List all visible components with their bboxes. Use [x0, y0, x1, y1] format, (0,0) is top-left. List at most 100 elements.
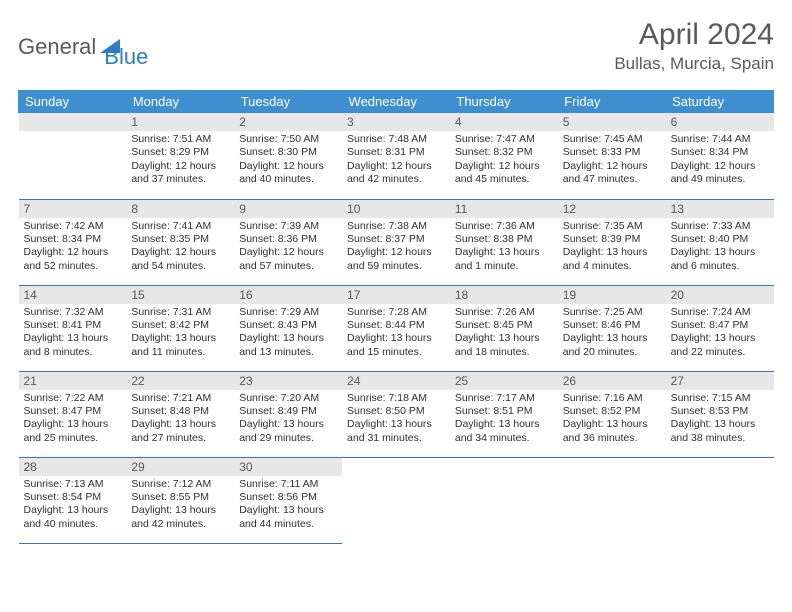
sunset-text: Sunset: 8:49 PM	[239, 405, 337, 418]
sunset-text: Sunset: 8:39 PM	[563, 233, 661, 246]
day-number: 21	[19, 372, 127, 390]
logo-text-part2: Blue	[104, 44, 148, 70]
sunset-text: Sunset: 8:30 PM	[239, 146, 337, 159]
calendar-cell: 9Sunrise: 7:39 AMSunset: 8:36 PMDaylight…	[234, 199, 342, 285]
calendar-cell: 4Sunrise: 7:47 AMSunset: 8:32 PMDaylight…	[450, 113, 558, 199]
calendar-cell: 29Sunrise: 7:12 AMSunset: 8:55 PMDayligh…	[126, 457, 234, 543]
sunrise-text: Sunrise: 7:28 AM	[347, 306, 445, 319]
day-details: Sunrise: 7:21 AMSunset: 8:48 PMDaylight:…	[126, 390, 234, 450]
sunset-text: Sunset: 8:47 PM	[24, 405, 122, 418]
calendar-row: 28Sunrise: 7:13 AMSunset: 8:54 PMDayligh…	[19, 457, 774, 543]
title-block: April 2024 Bullas, Murcia, Spain	[614, 18, 774, 74]
day-number: 26	[558, 372, 666, 390]
calendar-row: 1Sunrise: 7:51 AMSunset: 8:29 PMDaylight…	[19, 113, 774, 199]
day-number: 15	[126, 286, 234, 304]
day-details: Sunrise: 7:35 AMSunset: 8:39 PMDaylight:…	[558, 218, 666, 278]
day-number: 28	[19, 458, 127, 476]
day-number: 18	[450, 286, 558, 304]
location-subtitle: Bullas, Murcia, Spain	[614, 54, 774, 74]
day-details: Sunrise: 7:15 AMSunset: 8:53 PMDaylight:…	[666, 390, 774, 450]
daylight-text: Daylight: 12 hours and 49 minutes.	[671, 160, 769, 187]
calendar-row: 14Sunrise: 7:32 AMSunset: 8:41 PMDayligh…	[19, 285, 774, 371]
sunrise-text: Sunrise: 7:24 AM	[671, 306, 769, 319]
day-number: 27	[666, 372, 774, 390]
day-number: 8	[126, 200, 234, 218]
day-number: 30	[234, 458, 342, 476]
day-number: 20	[666, 286, 774, 304]
calendar-cell: 7Sunrise: 7:42 AMSunset: 8:34 PMDaylight…	[19, 199, 127, 285]
daylight-text: Daylight: 13 hours and 42 minutes.	[131, 504, 229, 531]
calendar-cell: 11Sunrise: 7:36 AMSunset: 8:38 PMDayligh…	[450, 199, 558, 285]
sunrise-text: Sunrise: 7:31 AM	[131, 306, 229, 319]
sunrise-text: Sunrise: 7:39 AM	[239, 220, 337, 233]
sunset-text: Sunset: 8:40 PM	[671, 233, 769, 246]
daylight-text: Daylight: 12 hours and 47 minutes.	[563, 160, 661, 187]
daylight-text: Daylight: 13 hours and 29 minutes.	[239, 418, 337, 445]
sunrise-text: Sunrise: 7:25 AM	[563, 306, 661, 319]
calendar-cell	[342, 457, 450, 543]
day-number: 12	[558, 200, 666, 218]
logo: General Blue	[18, 24, 148, 70]
day-number: 4	[450, 113, 558, 131]
day-details: Sunrise: 7:20 AMSunset: 8:49 PMDaylight:…	[234, 390, 342, 450]
sunrise-text: Sunrise: 7:26 AM	[455, 306, 553, 319]
logo-text-part1: General	[18, 34, 96, 60]
calendar-cell: 24Sunrise: 7:18 AMSunset: 8:50 PMDayligh…	[342, 371, 450, 457]
day-details: Sunrise: 7:12 AMSunset: 8:55 PMDaylight:…	[126, 476, 234, 536]
day-details: Sunrise: 7:28 AMSunset: 8:44 PMDaylight:…	[342, 304, 450, 364]
day-number	[19, 113, 127, 131]
day-header-row: Sunday Monday Tuesday Wednesday Thursday…	[19, 90, 774, 113]
daylight-text: Daylight: 13 hours and 38 minutes.	[671, 418, 769, 445]
calendar-cell: 28Sunrise: 7:13 AMSunset: 8:54 PMDayligh…	[19, 457, 127, 543]
day-details: Sunrise: 7:44 AMSunset: 8:34 PMDaylight:…	[666, 131, 774, 191]
day-header: Friday	[558, 90, 666, 113]
sunset-text: Sunset: 8:43 PM	[239, 319, 337, 332]
daylight-text: Daylight: 12 hours and 37 minutes.	[131, 160, 229, 187]
calendar-cell: 3Sunrise: 7:48 AMSunset: 8:31 PMDaylight…	[342, 113, 450, 199]
calendar-cell: 25Sunrise: 7:17 AMSunset: 8:51 PMDayligh…	[450, 371, 558, 457]
calendar-cell: 21Sunrise: 7:22 AMSunset: 8:47 PMDayligh…	[19, 371, 127, 457]
sunset-text: Sunset: 8:34 PM	[671, 146, 769, 159]
calendar-cell: 20Sunrise: 7:24 AMSunset: 8:47 PMDayligh…	[666, 285, 774, 371]
day-details: Sunrise: 7:32 AMSunset: 8:41 PMDaylight:…	[19, 304, 127, 364]
day-number: 19	[558, 286, 666, 304]
day-number	[666, 458, 774, 476]
calendar-cell: 30Sunrise: 7:11 AMSunset: 8:56 PMDayligh…	[234, 457, 342, 543]
sunrise-text: Sunrise: 7:36 AM	[455, 220, 553, 233]
day-details: Sunrise: 7:51 AMSunset: 8:29 PMDaylight:…	[126, 131, 234, 191]
sunset-text: Sunset: 8:29 PM	[131, 146, 229, 159]
day-details: Sunrise: 7:45 AMSunset: 8:33 PMDaylight:…	[558, 131, 666, 191]
sunrise-text: Sunrise: 7:47 AM	[455, 133, 553, 146]
daylight-text: Daylight: 13 hours and 13 minutes.	[239, 332, 337, 359]
day-header: Saturday	[666, 90, 774, 113]
day-number: 3	[342, 113, 450, 131]
day-details: Sunrise: 7:13 AMSunset: 8:54 PMDaylight:…	[19, 476, 127, 536]
day-details: Sunrise: 7:47 AMSunset: 8:32 PMDaylight:…	[450, 131, 558, 191]
sunrise-text: Sunrise: 7:38 AM	[347, 220, 445, 233]
day-details: Sunrise: 7:11 AMSunset: 8:56 PMDaylight:…	[234, 476, 342, 536]
sunrise-text: Sunrise: 7:17 AM	[455, 392, 553, 405]
day-header: Sunday	[19, 90, 127, 113]
day-details: Sunrise: 7:16 AMSunset: 8:52 PMDaylight:…	[558, 390, 666, 450]
day-details: Sunrise: 7:29 AMSunset: 8:43 PMDaylight:…	[234, 304, 342, 364]
header: General Blue April 2024 Bullas, Murcia, …	[18, 18, 774, 74]
day-number: 6	[666, 113, 774, 131]
day-number: 5	[558, 113, 666, 131]
sunrise-text: Sunrise: 7:32 AM	[24, 306, 122, 319]
daylight-text: Daylight: 13 hours and 22 minutes.	[671, 332, 769, 359]
day-number: 11	[450, 200, 558, 218]
sunset-text: Sunset: 8:56 PM	[239, 491, 337, 504]
day-number: 10	[342, 200, 450, 218]
page-title: April 2024	[614, 18, 774, 52]
day-details: Sunrise: 7:25 AMSunset: 8:46 PMDaylight:…	[558, 304, 666, 364]
daylight-text: Daylight: 13 hours and 6 minutes.	[671, 246, 769, 273]
calendar-table: Sunday Monday Tuesday Wednesday Thursday…	[18, 90, 774, 544]
sunrise-text: Sunrise: 7:16 AM	[563, 392, 661, 405]
calendar-row: 21Sunrise: 7:22 AMSunset: 8:47 PMDayligh…	[19, 371, 774, 457]
daylight-text: Daylight: 13 hours and 1 minute.	[455, 246, 553, 273]
day-number	[558, 458, 666, 476]
daylight-text: Daylight: 13 hours and 4 minutes.	[563, 246, 661, 273]
sunset-text: Sunset: 8:52 PM	[563, 405, 661, 418]
sunset-text: Sunset: 8:45 PM	[455, 319, 553, 332]
sunrise-text: Sunrise: 7:13 AM	[24, 478, 122, 491]
